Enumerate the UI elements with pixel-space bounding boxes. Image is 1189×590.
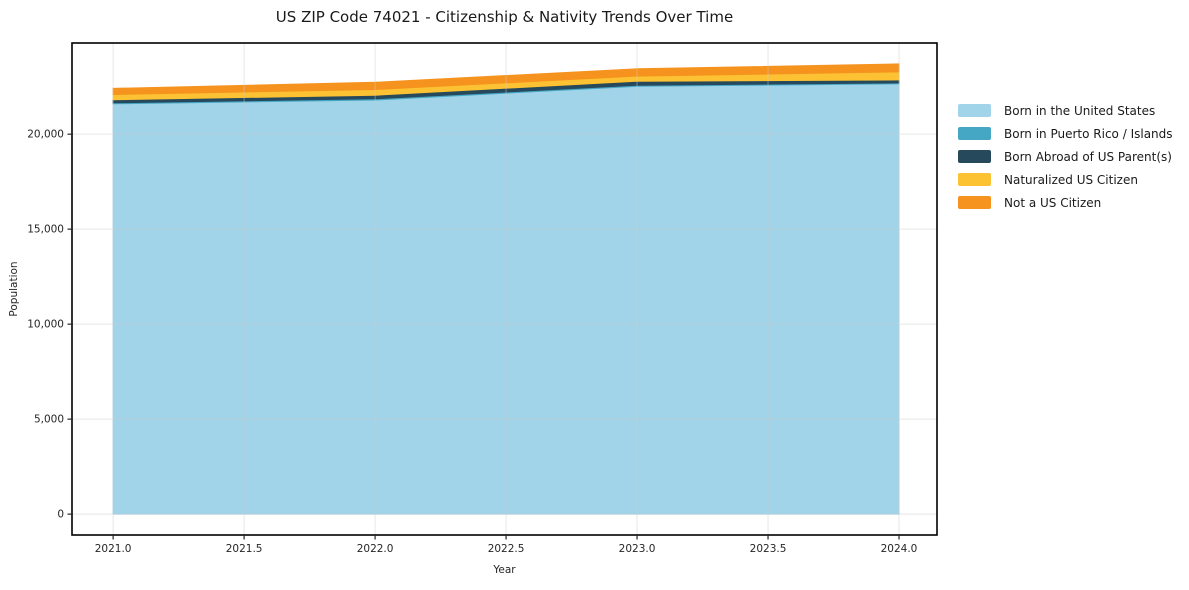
plot-frame — [71, 42, 938, 536]
legend-label: Born in the United States — [1004, 103, 1156, 118]
legend-item-born-in-puerto-rico-islands: Born in Puerto Rico / Islands — [958, 122, 1173, 145]
legend-item-not-a-us-citizen: Not a US Citizen — [958, 191, 1173, 214]
x-tick-label: 2021.5 — [226, 543, 263, 555]
y-axis-label: Population — [8, 261, 20, 317]
y-tick-label: 0 — [57, 509, 64, 521]
x-axis-label: Year — [493, 564, 516, 576]
y-tick-label: 20,000 — [27, 129, 64, 141]
chart-title: US ZIP Code 74021 - Citizenship & Nativi… — [275, 8, 734, 26]
y-tick-label: 10,000 — [27, 319, 64, 331]
legend-swatch-icon — [958, 196, 991, 209]
x-tick-label: 2022.0 — [357, 543, 394, 555]
legend-swatch-icon — [958, 150, 991, 163]
legend-label: Born in Puerto Rico / Islands — [1004, 126, 1173, 141]
legend-swatch-icon — [958, 104, 991, 117]
x-tick-label: 2024.0 — [881, 543, 918, 555]
x-tick-label: 2022.5 — [488, 543, 525, 555]
x-tick-label: 2023.0 — [619, 543, 656, 555]
legend-item-born-abroad-of-us-parent-s: Born Abroad of US Parent(s) — [958, 145, 1173, 168]
legend: Born in the United States Born in Puerto … — [958, 99, 1173, 214]
legend-item-born-in-the-united-states: Born in the United States — [958, 99, 1173, 122]
legend-label: Naturalized US Citizen — [1004, 172, 1138, 187]
y-tick-label: 5,000 — [34, 414, 64, 426]
legend-label: Born Abroad of US Parent(s) — [1004, 149, 1172, 164]
legend-label: Not a US Citizen — [1004, 195, 1102, 210]
legend-item-naturalized-us-citizen: Naturalized US Citizen — [958, 168, 1173, 191]
x-tick-label: 2023.5 — [750, 543, 787, 555]
legend-swatch-icon — [958, 173, 991, 186]
area-not-a-us-citizen — [112, 63, 900, 96]
legend-swatch-icon — [958, 127, 991, 140]
y-tick-label: 15,000 — [27, 224, 64, 236]
x-tick-label: 2021.0 — [95, 543, 132, 555]
